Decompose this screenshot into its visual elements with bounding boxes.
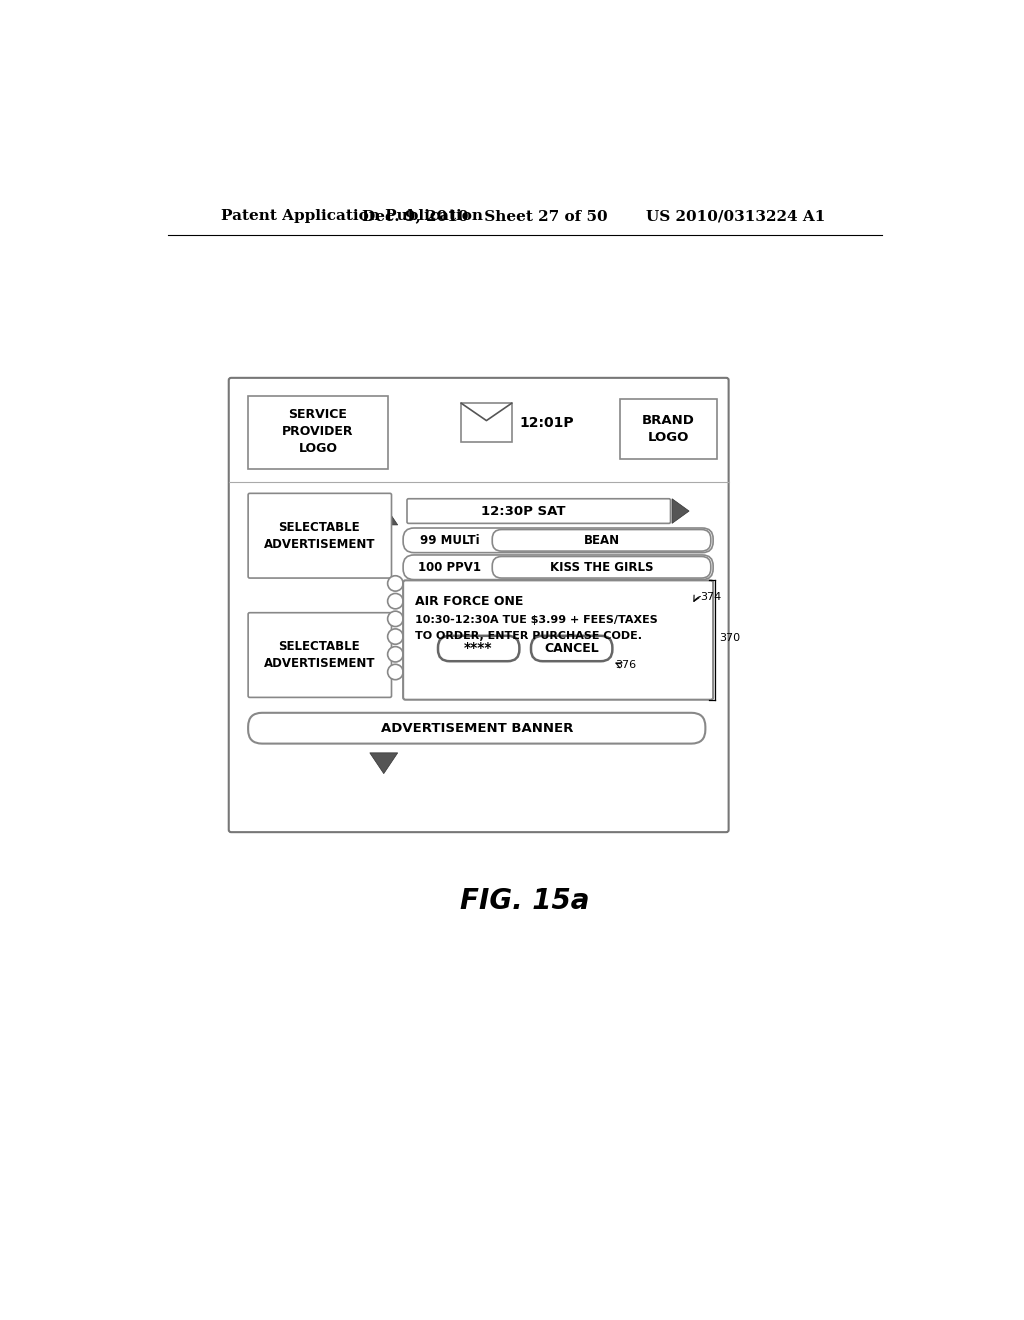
Polygon shape [672, 499, 689, 524]
Bar [248, 396, 388, 469]
Circle shape [388, 576, 403, 591]
FancyBboxPatch shape [493, 529, 711, 552]
Text: CANCEL: CANCEL [544, 642, 599, 655]
Circle shape [388, 611, 403, 627]
Text: 376: 376 [614, 660, 636, 671]
Text: 10:30-12:30A TUE $3.99 + FEES/TAXES: 10:30-12:30A TUE $3.99 + FEES/TAXES [415, 615, 657, 626]
Text: Patent Application Publication: Patent Application Publication [221, 209, 483, 223]
Text: SELECTABLE
ADVERTISEMENT: SELECTABLE ADVERTISEMENT [263, 640, 375, 671]
Bar [461, 404, 512, 442]
Polygon shape [370, 752, 397, 774]
Text: ADVERTISEMENT BANNER: ADVERTISEMENT BANNER [381, 722, 573, 735]
FancyBboxPatch shape [438, 636, 519, 661]
Text: ****: **** [464, 642, 493, 655]
Text: 12:30P SAT: 12:30P SAT [481, 504, 565, 517]
FancyBboxPatch shape [403, 554, 713, 579]
FancyBboxPatch shape [407, 499, 671, 524]
Text: BRAND
LOGO: BRAND LOGO [642, 413, 694, 444]
Text: SELECTABLE
ADVERTISEMENT: SELECTABLE ADVERTISEMENT [263, 520, 375, 550]
FancyBboxPatch shape [248, 494, 391, 578]
Text: KISS THE GIRLS: KISS THE GIRLS [550, 561, 653, 574]
FancyBboxPatch shape [531, 636, 612, 661]
Text: 99 MULTi: 99 MULTi [420, 533, 479, 546]
Text: FIG. 15a: FIG. 15a [460, 887, 590, 916]
Text: US 2010/0313224 A1: US 2010/0313224 A1 [646, 209, 825, 223]
Circle shape [388, 594, 403, 609]
FancyBboxPatch shape [248, 713, 706, 743]
FancyBboxPatch shape [493, 557, 711, 578]
Text: AIR FORCE ONE: AIR FORCE ONE [415, 595, 523, 609]
Text: BEAN: BEAN [584, 533, 620, 546]
Text: SERVICE
PROVIDER
LOGO: SERVICE PROVIDER LOGO [283, 408, 353, 455]
FancyBboxPatch shape [403, 581, 713, 700]
Text: 12:01P: 12:01P [519, 416, 574, 429]
FancyBboxPatch shape [248, 612, 391, 697]
FancyBboxPatch shape [403, 528, 713, 553]
FancyBboxPatch shape [228, 378, 729, 832]
Text: 374: 374 [700, 593, 721, 602]
Circle shape [388, 664, 403, 680]
Text: Dec. 9, 2010   Sheet 27 of 50: Dec. 9, 2010 Sheet 27 of 50 [361, 209, 607, 223]
Text: TO ORDER, ENTER PURCHASE CODE.: TO ORDER, ENTER PURCHASE CODE. [415, 631, 642, 640]
Polygon shape [370, 504, 397, 525]
Text: 100 PPV1: 100 PPV1 [418, 561, 481, 574]
Text: 370: 370 [719, 634, 740, 643]
Circle shape [388, 647, 403, 663]
Circle shape [388, 628, 403, 644]
Bar [621, 399, 717, 459]
